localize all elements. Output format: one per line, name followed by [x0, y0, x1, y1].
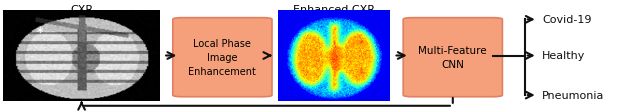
Text: Healthy: Healthy: [542, 51, 586, 61]
Text: CXR: CXR: [70, 4, 93, 14]
FancyBboxPatch shape: [173, 18, 272, 97]
FancyBboxPatch shape: [403, 18, 502, 97]
Text: Local Phase
Image
Enhancement: Local Phase Image Enhancement: [188, 39, 257, 76]
Text: Multi-Feature
CNN: Multi-Feature CNN: [419, 46, 487, 70]
Text: Enhanced CXR: Enhanced CXR: [293, 4, 376, 14]
Text: Covid-19: Covid-19: [542, 15, 591, 25]
Text: Pneumonia: Pneumonia: [542, 90, 604, 100]
Text: *: *: [37, 26, 44, 39]
